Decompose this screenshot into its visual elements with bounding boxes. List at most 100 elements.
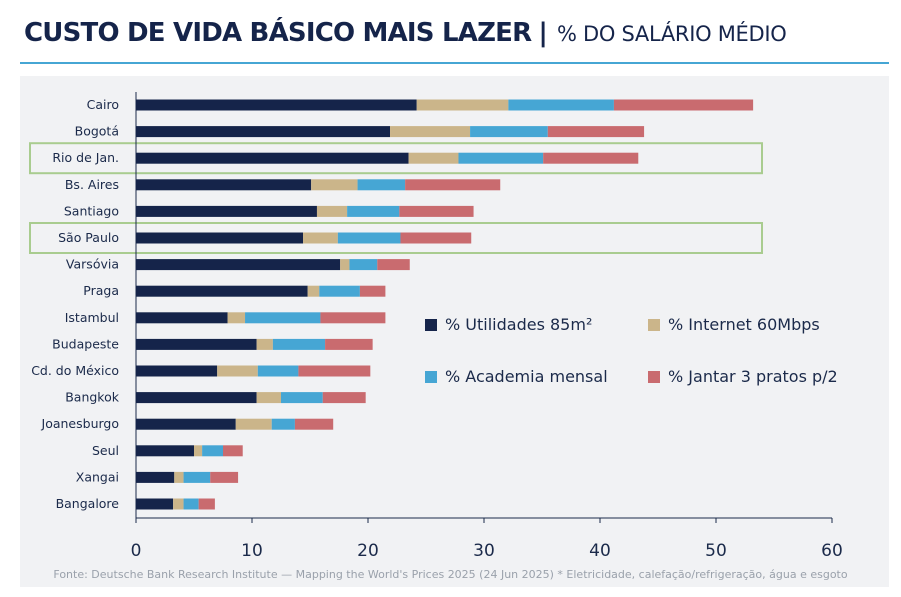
bar-segment-bangkok-s2 (256, 392, 281, 404)
bar-segment-cd-do-mexico-s3 (257, 365, 299, 377)
bar-segment-praga-s2 (307, 285, 320, 297)
bar-segment-joanesburgo-s4 (294, 418, 334, 430)
x-tick-label: 40 (589, 541, 611, 561)
category-label: Bogotá (75, 124, 119, 139)
category-label: São Paulo (58, 230, 119, 245)
bar-segment-xangai-s4 (210, 471, 239, 483)
title-main: CUSTO DE VIDA BÁSICO MAIS LAZER (24, 18, 532, 48)
legend-swatch-s3 (425, 371, 437, 383)
bar-segment-joanesburgo-s2 (235, 418, 272, 430)
category-label: Istambul (65, 310, 119, 325)
bar-segment-cairo-s2 (416, 99, 509, 111)
bar-segment-bangalore-s4 (198, 498, 215, 510)
bar-segment-budapeste-s4 (325, 338, 373, 350)
bar-segment-budapeste-s3 (272, 338, 326, 350)
category-label: Seul (92, 443, 119, 458)
bar-segment-seul-s2 (194, 445, 203, 457)
bar-segment-seul-s4 (223, 445, 243, 457)
bar-segment-istambul-s3 (245, 312, 321, 324)
bar-segment-seul-s3 (202, 445, 223, 457)
bar-segment-istambul-s4 (320, 312, 386, 324)
bar-segment-bangkok-s3 (281, 392, 323, 404)
x-tick-label: 10 (241, 541, 263, 561)
bar-segment-xangai-s1 (136, 471, 175, 483)
legend-label-s1: % Utilidades 85m² (445, 315, 592, 334)
category-label: Joanesburgo (41, 416, 119, 431)
legend-label-s3: % Academia mensal (445, 367, 608, 386)
category-label: Budapeste (52, 336, 119, 351)
x-tick-label: 20 (357, 541, 379, 561)
category-label: Rio de Jan. (52, 150, 119, 165)
bar-segment-varsovia-s3 (349, 259, 378, 271)
bar-segment-joanesburgo-s1 (136, 418, 236, 430)
bar-segment-rio-de-jan-s1 (136, 152, 409, 164)
bar-segment-bogota-s4 (547, 126, 645, 138)
bar-segment-sao-paulo-s4 (400, 232, 472, 244)
bar-segment-bangalore-s1 (136, 498, 174, 510)
bar-segment-santiago-s3 (347, 205, 400, 217)
bar-segment-seul-s1 (136, 445, 194, 457)
bar-segment-cairo-s3 (508, 99, 614, 111)
bar-segment-bogota-s2 (390, 126, 471, 138)
source-note: Fonte: Deutsche Bank Research Institute … (53, 568, 848, 581)
bar-segment-istambul-s2 (227, 312, 246, 324)
bar-segment-bangkok-s4 (322, 392, 366, 404)
bar-segment-rio-de-jan-s2 (408, 152, 459, 164)
legend-label-s2: % Internet 60Mbps (668, 315, 820, 334)
category-label: Santiago (64, 203, 119, 218)
legend-swatch-s2 (648, 319, 660, 331)
bar-segment-cd-do-mexico-s1 (136, 365, 218, 377)
bar-segment-bangalore-s3 (183, 498, 199, 510)
bar-segment-sao-paulo-s2 (303, 232, 338, 244)
bar-segment-santiago-s1 (136, 205, 317, 217)
bar-segment-xangai-s2 (174, 471, 184, 483)
bar-segment-bs-aires-s1 (136, 179, 312, 191)
category-label: Cd. do México (31, 363, 119, 378)
x-tick-label: 50 (705, 541, 727, 561)
bar-segment-xangai-s3 (183, 471, 211, 483)
highlight-box-rio-de-jan (29, 142, 763, 175)
bar-segment-praga-s4 (359, 285, 386, 297)
bar-segment-bogota-s3 (470, 126, 548, 138)
bar-segment-praga-s1 (136, 285, 308, 297)
bar-segment-santiago-s4 (399, 205, 474, 217)
legend-label-s4: % Jantar 3 pratos p/2 (668, 367, 838, 386)
category-label: Cairo (87, 97, 119, 112)
bar-segment-rio-de-jan-s4 (543, 152, 639, 164)
category-label: Bangalore (56, 496, 120, 511)
bar-segment-rio-de-jan-s3 (458, 152, 544, 164)
bar-segment-praga-s3 (319, 285, 360, 297)
bar-segment-varsovia-s1 (136, 259, 341, 271)
bar-segment-budapeste-s2 (256, 338, 273, 350)
bar-segment-joanesburgo-s3 (271, 418, 295, 430)
bar-segment-varsovia-s4 (377, 259, 410, 271)
category-label: Praga (83, 283, 119, 298)
title-underline (20, 62, 889, 64)
bar-segment-istambul-s1 (136, 312, 228, 324)
x-tick-label: 60 (821, 541, 843, 561)
bar-segment-bs-aires-s4 (405, 179, 501, 191)
highlight-box-sao-paulo (29, 222, 763, 254)
category-label: Bangkok (65, 390, 120, 405)
bar-segment-bangalore-s2 (173, 498, 184, 510)
x-tick-label: 0 (131, 541, 142, 561)
x-tick-label: 30 (473, 541, 495, 561)
bar-segment-cairo-s1 (136, 99, 417, 111)
legend-swatch-s4 (648, 371, 660, 383)
title-subtitle: % DO SALÁRIO MÉDIO (557, 22, 787, 46)
bar-segment-cairo-s4 (613, 99, 754, 111)
bar-segment-budapeste-s1 (136, 338, 257, 350)
bar-segment-bs-aires-s3 (357, 179, 406, 191)
bar-segment-bs-aires-s2 (311, 179, 358, 191)
title-separator: | (538, 18, 548, 48)
legend-swatch-s1 (425, 319, 437, 331)
bar-segment-varsovia-s2 (340, 259, 350, 271)
bar-segment-santiago-s2 (316, 205, 348, 217)
bar-segment-bangkok-s1 (136, 392, 257, 404)
bar-segment-cd-do-mexico-s2 (217, 365, 258, 377)
bar-segment-sao-paulo-s3 (337, 232, 401, 244)
bar-segment-cd-do-mexico-s4 (298, 365, 371, 377)
bar-segment-sao-paulo-s1 (136, 232, 304, 244)
category-label: Xangai (76, 469, 119, 484)
